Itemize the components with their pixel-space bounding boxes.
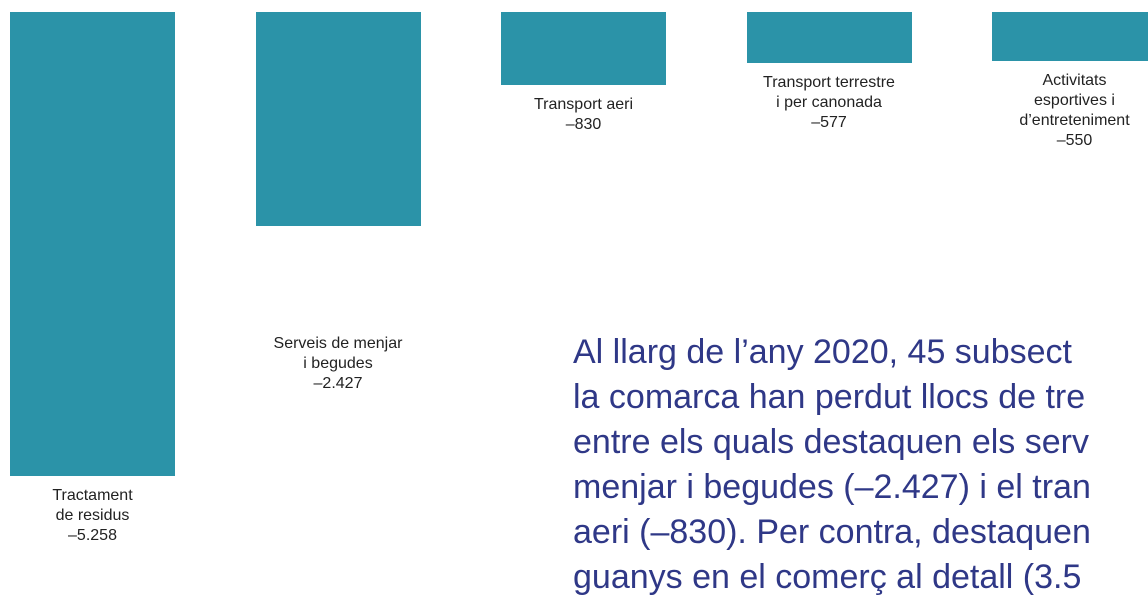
category-label: Tractament de residus bbox=[0, 486, 193, 526]
value-label: –2.427 bbox=[238, 374, 438, 394]
value-label: –5.258 bbox=[0, 526, 193, 546]
paragraph-line: aeri (–830). Per contra, destaquen bbox=[573, 515, 1091, 549]
paragraph-line: guanys en el comerç al detall (3.5 bbox=[573, 560, 1081, 594]
value-label: –550 bbox=[975, 131, 1148, 151]
value-label: –830 bbox=[484, 115, 684, 135]
paragraph-line: menjar i begudes (–2.427) i el tran bbox=[573, 470, 1091, 504]
bar bbox=[501, 12, 666, 85]
paragraph-line: entre els quals destaquen els serv bbox=[573, 425, 1089, 459]
bar bbox=[747, 12, 912, 63]
bar bbox=[256, 12, 421, 226]
category-label: Transport aeri bbox=[484, 95, 684, 115]
bar bbox=[10, 12, 175, 476]
category-label: Activitats esportives i d’entreteniment bbox=[975, 71, 1148, 131]
value-label: –577 bbox=[729, 113, 929, 133]
category-label: Transport terrestre i per canonada bbox=[729, 73, 929, 113]
paragraph-line: la comarca han perdut llocs de tre bbox=[573, 380, 1085, 414]
paragraph-line: Al llarg de l’any 2020, 45 subsect bbox=[573, 335, 1072, 369]
category-label: Serveis de menjar i begudes bbox=[238, 334, 438, 374]
bar bbox=[992, 12, 1148, 61]
